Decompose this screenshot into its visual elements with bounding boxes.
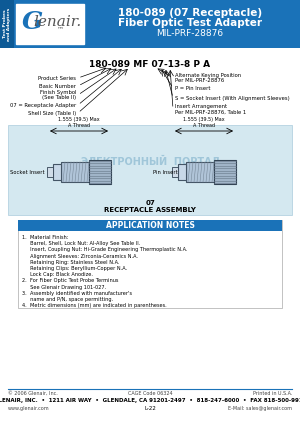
Bar (89, 160, 111, 184)
Text: 3.  Assembly identified with manufacturer's: 3. Assembly identified with manufacturer… (22, 291, 132, 296)
Text: See Glenair Drawing 101-027.: See Glenair Drawing 101-027. (22, 285, 106, 289)
Text: APPLICATION NOTES: APPLICATION NOTES (106, 221, 194, 230)
Text: L-22: L-22 (144, 406, 156, 411)
Text: 4.  Metric dimensions (mm) are indicated in parentheses.: 4. Metric dimensions (mm) are indicated … (22, 303, 167, 308)
Bar (47, 167, 53, 177)
Text: 2.  For Fiber Optic Test Probe Terminus: 2. For Fiber Optic Test Probe Terminus (22, 278, 118, 283)
Text: Shell Size (Table I): Shell Size (Table I) (28, 110, 76, 116)
Text: 180-089 (07 Receptacle): 180-089 (07 Receptacle) (118, 8, 262, 18)
Text: Printed in U.S.A.: Printed in U.S.A. (253, 391, 292, 396)
Bar (0, 0, 14, 48)
Bar (178, 164, 186, 180)
Bar (16, 4, 84, 44)
Text: Product Series: Product Series (38, 76, 76, 80)
Text: Insert, Coupling Nut: Hi-Grade Engineering Thermoplastic N.A.: Insert, Coupling Nut: Hi-Grade Engineeri… (22, 247, 188, 252)
Text: Basic Number: Basic Number (39, 83, 76, 88)
Text: Retaining Clips: Beryllium-Copper N.A.: Retaining Clips: Beryllium-Copper N.A. (22, 266, 127, 271)
Text: 1.555 (39.5) Max
A Thread: 1.555 (39.5) Max A Thread (183, 117, 225, 128)
Text: name and P/N, space permitting.: name and P/N, space permitting. (22, 297, 113, 302)
Text: Insert Arrangement
Per MIL-PRF-28876, Table 1: Insert Arrangement Per MIL-PRF-28876, Ta… (175, 104, 246, 114)
Bar (186, 162, 214, 182)
Text: Retaining Ring: Stainless Steel N.A.: Retaining Ring: Stainless Steel N.A. (22, 260, 119, 265)
Bar (172, 167, 178, 177)
Text: Lock Cap: Black Anodize.: Lock Cap: Black Anodize. (22, 272, 93, 277)
Text: MIL-PRF-28876: MIL-PRF-28876 (156, 28, 224, 37)
Bar (18, 220, 282, 231)
Text: www.glenair.com: www.glenair.com (8, 406, 50, 411)
Bar (61, 162, 89, 182)
Text: Finish Symbol
(See Table II): Finish Symbol (See Table II) (40, 90, 76, 100)
Text: 180-089 MF 07-13-8 P A: 180-089 MF 07-13-8 P A (89, 60, 211, 69)
Text: Alignment Sleeves: Zirconia-Ceramics N.A.: Alignment Sleeves: Zirconia-Ceramics N.A… (22, 254, 138, 258)
Text: © 2006 Glenair, Inc.: © 2006 Glenair, Inc. (8, 391, 58, 396)
Text: ЭЛЕКТРОННЫЙ  ПОРТАЛ: ЭЛЕКТРОННЫЙ ПОРТАЛ (81, 157, 219, 167)
Bar (18, 220, 282, 308)
Text: Socket Insert: Socket Insert (11, 170, 45, 175)
Text: lenair.: lenair. (33, 15, 81, 29)
Text: Alternate Keying Position
Per MIL-PRF-28876: Alternate Keying Position Per MIL-PRF-28… (175, 73, 241, 83)
Text: G: G (22, 10, 44, 34)
Text: GLENAIR, INC.  •  1211 AIR WAY  •  GLENDALE, CA 91201-2497  •  818-247-6000  •  : GLENAIR, INC. • 1211 AIR WAY • GLENDALE,… (0, 398, 300, 403)
Text: 1.555 (39.5) Max
A Thread: 1.555 (39.5) Max A Thread (58, 117, 100, 128)
Text: P = Pin Insert: P = Pin Insert (175, 85, 211, 91)
Text: 07
RECEPTACLE ASSEMBLY: 07 RECEPTACLE ASSEMBLY (104, 199, 196, 213)
Text: Fiber Optic Test Adapter: Fiber Optic Test Adapter (118, 18, 262, 28)
Text: CAGE Code 06324: CAGE Code 06324 (128, 391, 172, 396)
Text: ™: ™ (57, 26, 64, 32)
Text: 1.  Material Finish:: 1. Material Finish: (22, 235, 68, 240)
Text: S = Socket Insert (With Alignment Sleeves): S = Socket Insert (With Alignment Sleeve… (175, 96, 290, 100)
Text: Barrel, Shell, Lock Nut: Al-Alloy See Table II.: Barrel, Shell, Lock Nut: Al-Alloy See Ta… (22, 241, 140, 246)
Text: 07 = Receptacle Adapter: 07 = Receptacle Adapter (10, 102, 76, 108)
Text: E-Mail: sales@glenair.com: E-Mail: sales@glenair.com (228, 406, 292, 411)
Text: Pin Insert: Pin Insert (153, 170, 178, 175)
Bar (53, 164, 61, 180)
Text: Test Probes
and Adapters: Test Probes and Adapters (2, 7, 11, 41)
Bar (8, 125, 292, 215)
Bar (0, 0, 300, 48)
Bar (214, 160, 236, 184)
